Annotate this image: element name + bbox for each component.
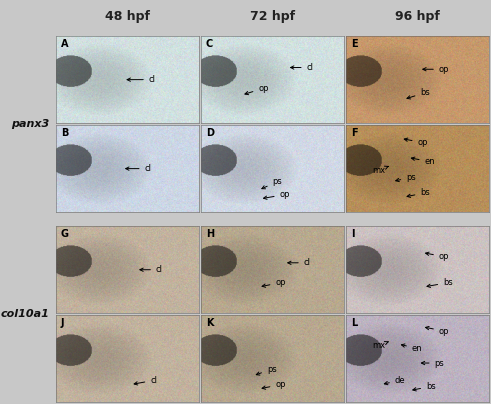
Text: J: J bbox=[61, 318, 64, 328]
Text: op: op bbox=[262, 278, 286, 287]
Text: en: en bbox=[411, 157, 435, 166]
Text: op: op bbox=[426, 252, 449, 261]
Text: cl: cl bbox=[134, 376, 157, 385]
Text: cl: cl bbox=[288, 258, 311, 267]
Text: bs: bs bbox=[413, 382, 436, 391]
Text: op: op bbox=[423, 65, 449, 74]
Text: 72 hpf: 72 hpf bbox=[250, 10, 295, 23]
Text: en: en bbox=[402, 344, 422, 353]
Text: cl: cl bbox=[291, 63, 314, 72]
Text: panx3: panx3 bbox=[11, 119, 49, 129]
Text: bs: bs bbox=[427, 278, 453, 287]
Text: op: op bbox=[426, 326, 449, 335]
Text: mx: mx bbox=[372, 166, 388, 175]
Text: D: D bbox=[206, 128, 214, 138]
Text: cl: cl bbox=[140, 265, 163, 274]
Text: K: K bbox=[206, 318, 213, 328]
Text: mx: mx bbox=[372, 341, 388, 350]
Text: H: H bbox=[206, 229, 214, 239]
Text: C: C bbox=[206, 39, 213, 49]
Text: I: I bbox=[351, 229, 354, 239]
Text: F: F bbox=[351, 128, 357, 138]
Text: op: op bbox=[262, 380, 286, 389]
Text: A: A bbox=[61, 39, 68, 49]
Text: col10a1: col10a1 bbox=[0, 309, 49, 319]
Text: 96 hpf: 96 hpf bbox=[395, 10, 440, 23]
Text: ps: ps bbox=[396, 173, 416, 182]
Text: 48 hpf: 48 hpf bbox=[105, 10, 150, 23]
Text: cl: cl bbox=[126, 164, 152, 173]
Text: ps: ps bbox=[262, 177, 282, 189]
Text: B: B bbox=[61, 128, 68, 138]
Text: cl: cl bbox=[127, 75, 156, 84]
Text: ps: ps bbox=[256, 364, 276, 375]
Text: ps: ps bbox=[421, 358, 444, 368]
Text: op: op bbox=[245, 84, 269, 95]
Text: bs: bs bbox=[407, 188, 430, 198]
Text: L: L bbox=[351, 318, 357, 328]
Text: E: E bbox=[351, 39, 357, 49]
Text: G: G bbox=[61, 229, 69, 239]
Text: op: op bbox=[264, 190, 290, 199]
Text: bs: bs bbox=[407, 88, 430, 99]
Text: op: op bbox=[404, 138, 428, 147]
Text: de: de bbox=[384, 376, 406, 385]
